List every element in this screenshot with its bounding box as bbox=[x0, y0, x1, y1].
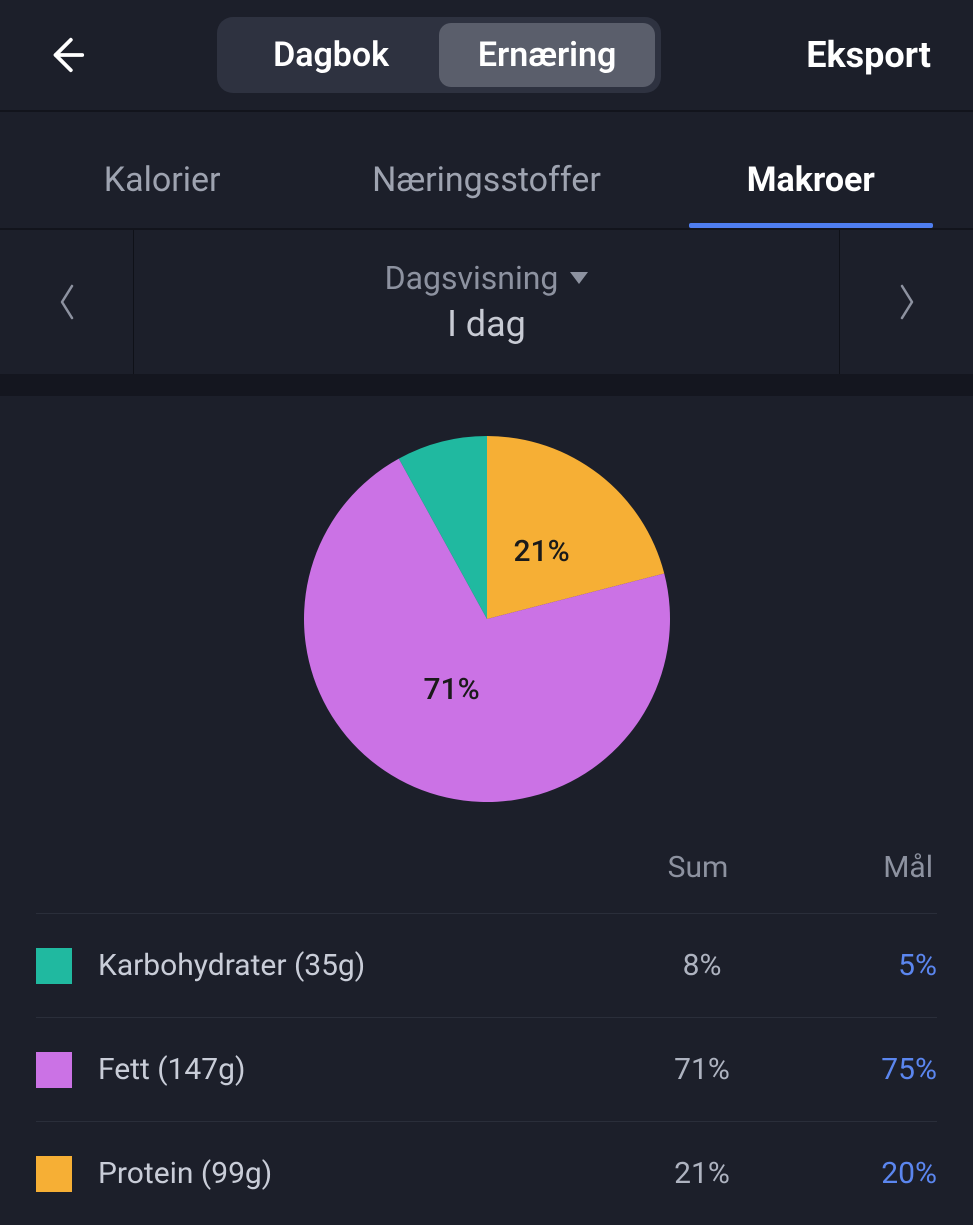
macro-goal[interactable]: 75% bbox=[787, 1052, 937, 1087]
viewmode-dropdown[interactable]: Dagsvisning bbox=[385, 259, 589, 297]
col-goal-header: Mål bbox=[783, 850, 933, 885]
macro-goal[interactable]: 20% bbox=[787, 1156, 937, 1191]
pie-label-fat: 71% bbox=[424, 672, 480, 707]
table-row: Karbohydrater (35g) 8% 5% bbox=[36, 913, 937, 1017]
tab-calories[interactable]: Kalorier bbox=[0, 160, 324, 228]
macro-goal[interactable]: 5% bbox=[787, 948, 937, 983]
macro-sum: 8% bbox=[617, 948, 787, 983]
table-header: Sum Mål bbox=[36, 832, 937, 913]
segment-ernaering[interactable]: Ernæring bbox=[439, 23, 655, 87]
date-center: Dagsvisning I dag bbox=[134, 230, 839, 374]
macro-sum: 71% bbox=[617, 1052, 787, 1087]
chevron-left-icon bbox=[56, 282, 78, 322]
tab-nutrients[interactable]: Næringsstoffer bbox=[324, 160, 648, 228]
prev-day-button[interactable] bbox=[0, 230, 134, 374]
col-sum-header: Sum bbox=[613, 850, 783, 885]
date-selector: Dagsvisning I dag bbox=[0, 228, 973, 374]
pie-svg bbox=[304, 436, 670, 802]
macro-name: Karbohydrater (35g) bbox=[98, 948, 617, 983]
macro-name: Fett (147g) bbox=[98, 1052, 617, 1087]
spacer bbox=[0, 374, 973, 396]
legend-swatch-fat bbox=[36, 1052, 72, 1088]
export-button[interactable]: Eksport bbox=[806, 34, 931, 76]
tab-macros[interactable]: Makroer bbox=[649, 160, 973, 228]
next-day-button[interactable] bbox=[839, 230, 973, 374]
legend-swatch-protein bbox=[36, 1156, 72, 1192]
segment-dagbok[interactable]: Dagbok bbox=[223, 23, 439, 87]
date-label: I dag bbox=[447, 303, 526, 345]
macros-pie-chart: 21% 71% bbox=[0, 396, 973, 832]
view-segmented-control: Dagbok Ernæring bbox=[217, 17, 661, 93]
table-row: Fett (147g) 71% 75% bbox=[36, 1017, 937, 1121]
chevron-right-icon bbox=[896, 282, 918, 322]
legend-swatch-carbs bbox=[36, 948, 72, 984]
arrow-left-icon bbox=[48, 36, 86, 74]
table-row: Protein (99g) 21% 20% bbox=[36, 1121, 937, 1225]
macro-name: Protein (99g) bbox=[98, 1156, 617, 1191]
topbar: Dagbok Ernæring Eksport bbox=[0, 0, 973, 110]
back-button[interactable] bbox=[42, 30, 92, 80]
macro-table: Sum Mål Karbohydrater (35g) 8% 5% Fett (… bbox=[0, 832, 973, 1225]
viewmode-label: Dagsvisning bbox=[385, 259, 559, 297]
macro-sum: 21% bbox=[617, 1156, 787, 1191]
subtabs: Kalorier Næringsstoffer Makroer bbox=[0, 112, 973, 228]
pie-label-protein: 21% bbox=[514, 534, 570, 569]
chevron-down-icon bbox=[570, 272, 588, 284]
